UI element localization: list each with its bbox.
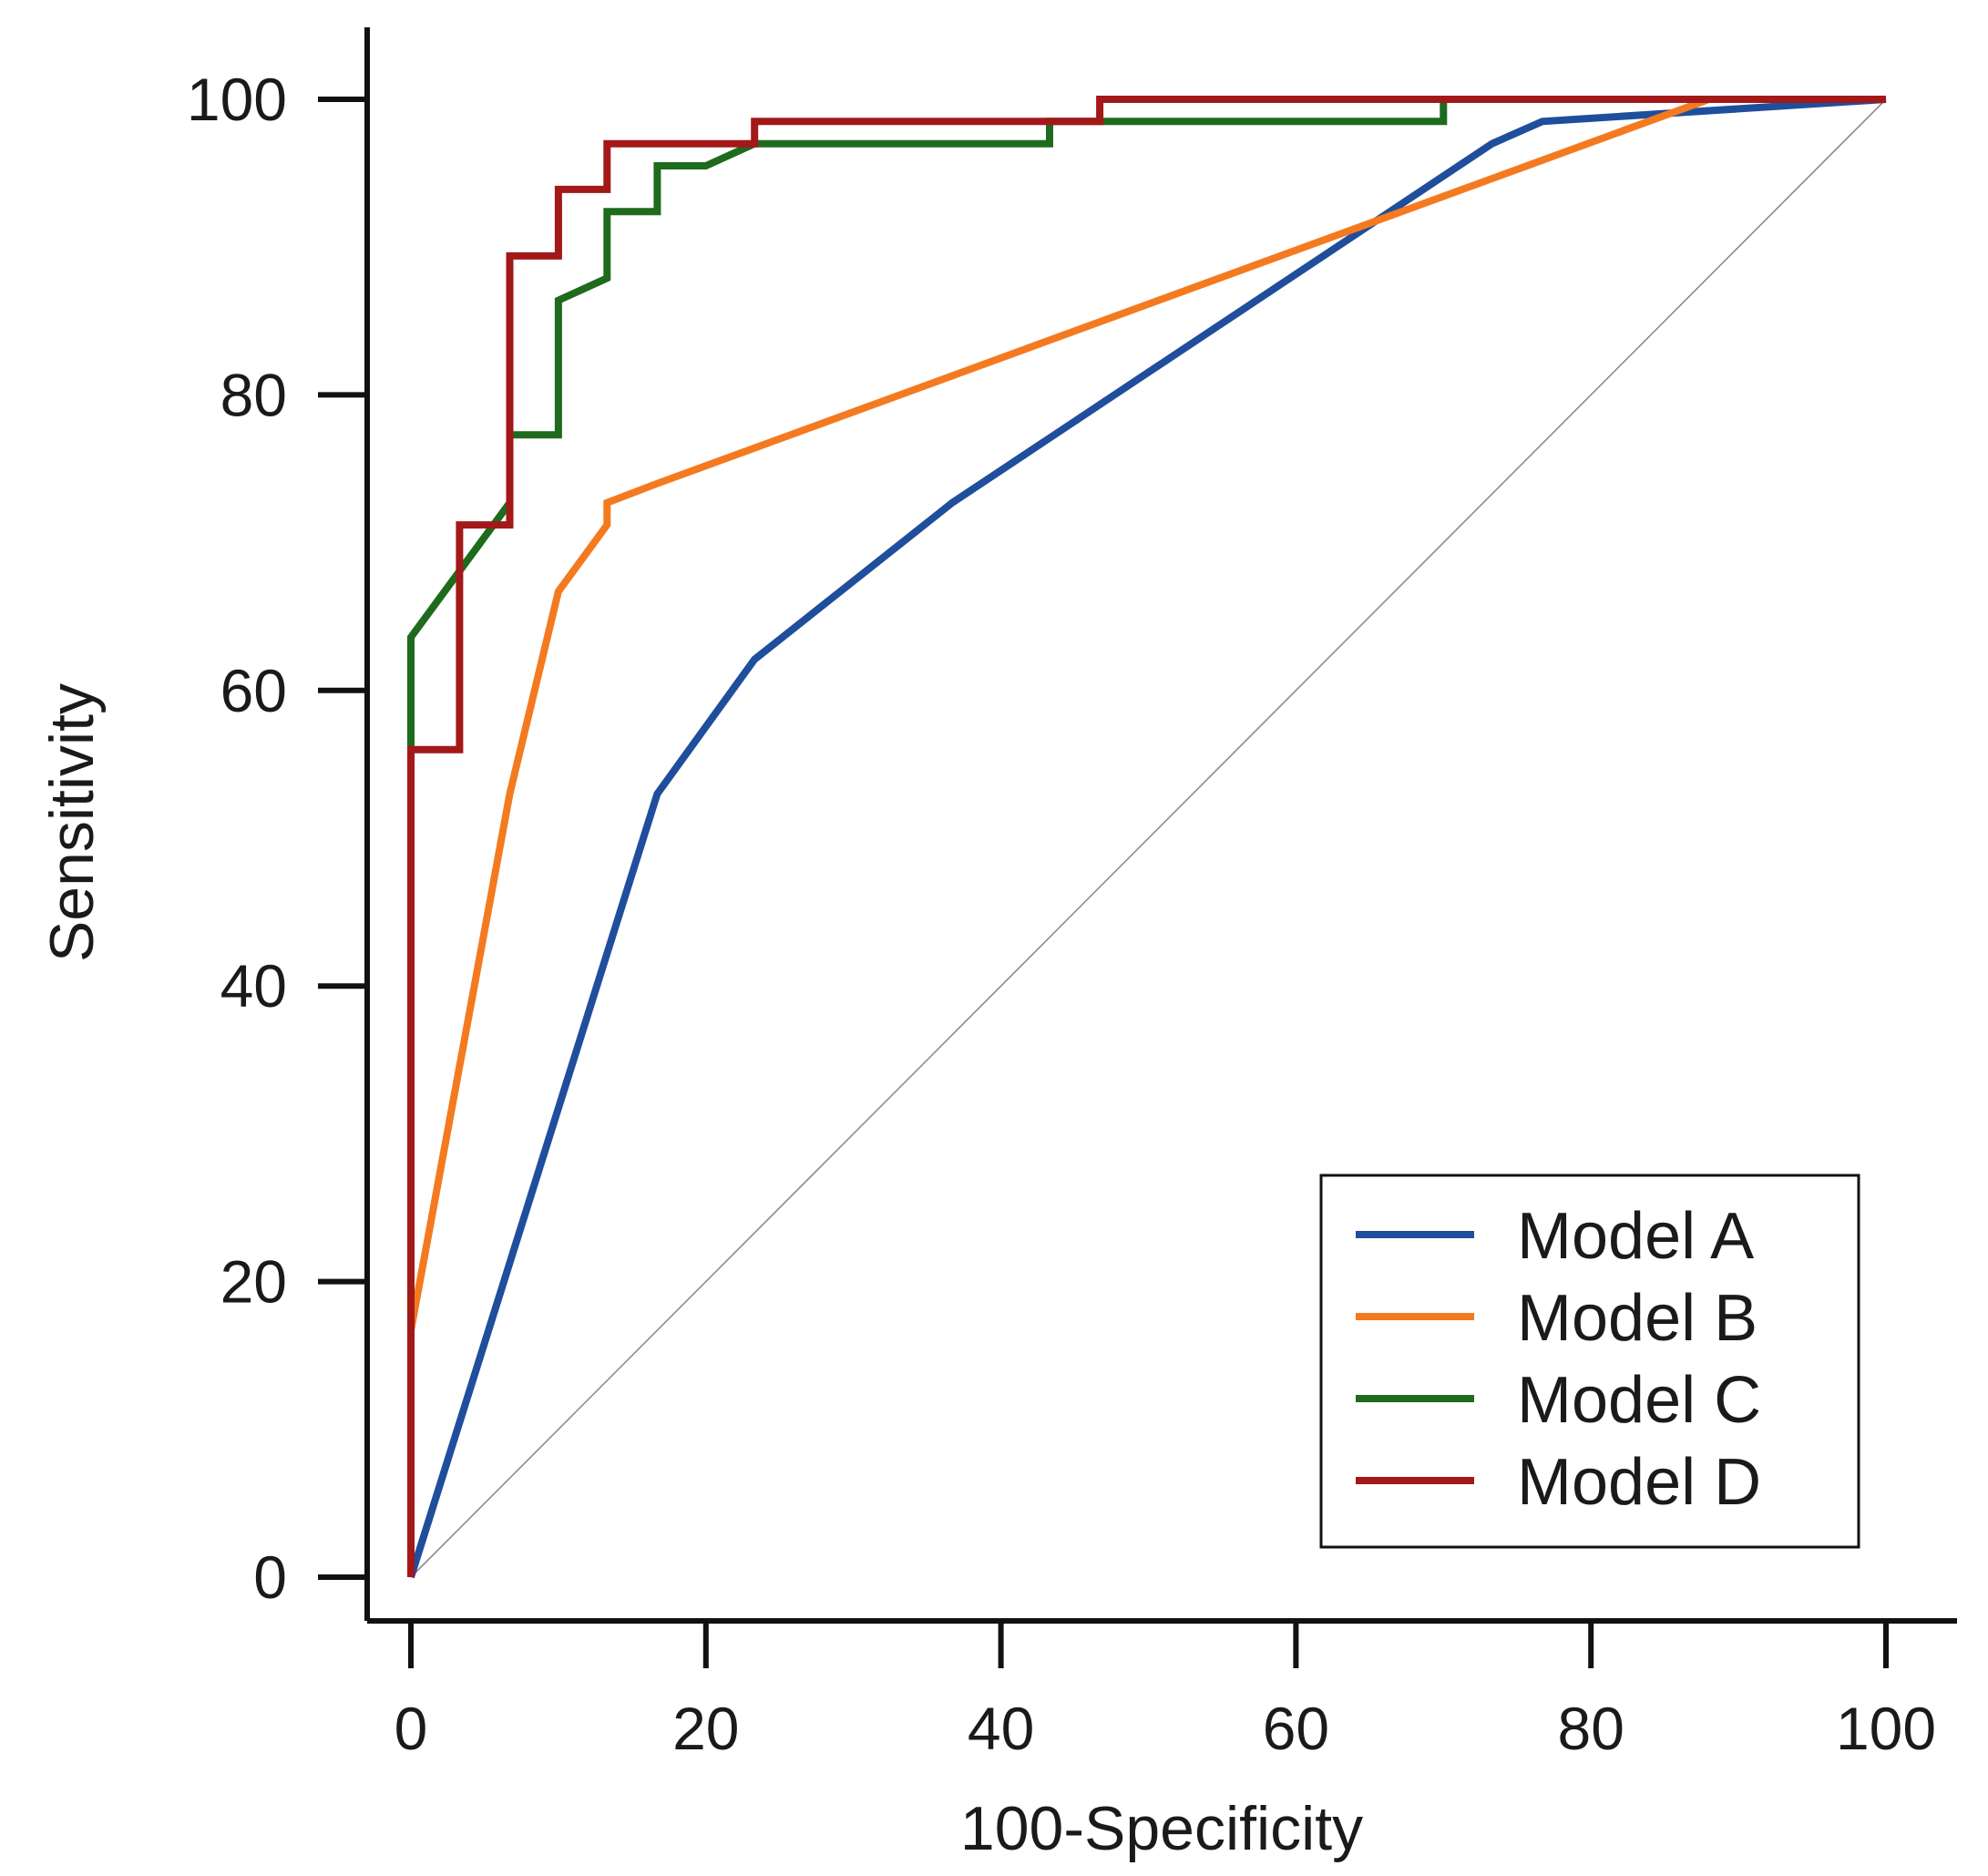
series-line-model-d [407,96,1886,1577]
series-line-model-a [407,96,1887,1579]
y-tick-label: 0 [253,1543,287,1611]
legend-label-model-d: Model D [1517,1446,1761,1519]
x-tick-label: 100 [1836,1695,1936,1762]
y-tick-label: 80 [220,361,287,428]
legend: Model A Model B Model C Model D [1319,1174,1860,1549]
x-tick-label: 60 [1263,1695,1329,1762]
y-axis-title: Sensitivity [37,683,107,962]
x-tick-label: 40 [968,1695,1034,1762]
y-axis-ticks: 0 20 40 60 80 100 [187,66,367,1611]
diagonal-reference-line [410,98,1887,1578]
series-line-model-b [407,96,1886,1577]
x-tick-label: 0 [395,1695,428,1762]
legend-label-model-b: Model B [1517,1282,1757,1355]
roc-curves [407,96,1887,1579]
x-tick-label: 80 [1557,1695,1624,1762]
legend-label-model-a: Model A [1517,1200,1754,1273]
legend-label-model-c: Model C [1517,1364,1761,1437]
x-axis-title: 100-Specificity [960,1794,1363,1863]
y-tick-label: 100 [187,66,287,133]
y-tick-label: 20 [220,1248,287,1316]
y-tick-label: 60 [220,657,287,724]
x-axis-ticks: 0 20 40 60 80 100 [395,1621,1936,1762]
y-tick-label: 40 [220,952,287,1020]
x-tick-label: 20 [672,1695,739,1762]
